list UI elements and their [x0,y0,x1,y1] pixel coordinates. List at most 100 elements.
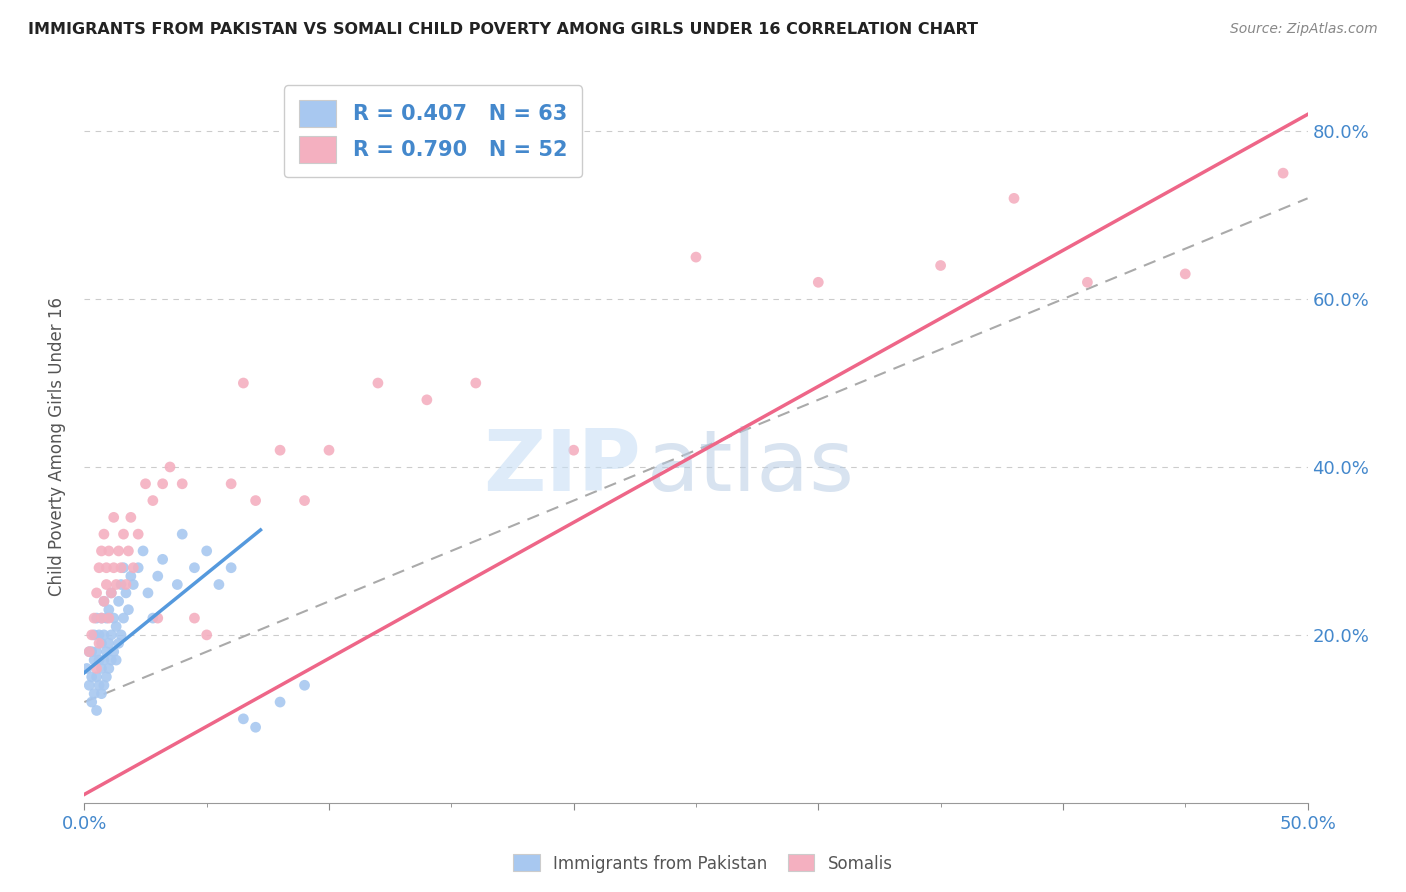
Point [1174,267,1197,281]
Point [105,619,128,633]
Point [269,443,291,458]
Point [103,611,125,625]
Point [219,560,242,574]
Point [77,645,100,659]
Point [142,611,165,625]
Point [103,510,125,524]
Point [90,544,112,558]
Point [232,376,254,390]
Point [100,653,122,667]
Point [110,560,132,574]
Point [97,611,120,625]
Point [183,611,205,625]
Point [86,670,108,684]
Point [127,527,149,541]
Point [97,661,120,675]
Point [93,678,115,692]
Point [132,544,155,558]
Text: Source: ZipAtlas.com: Source: ZipAtlas.com [1230,22,1378,37]
Point [97,603,120,617]
Point [77,645,100,659]
Point [87,636,110,650]
Point [96,645,118,659]
Point [87,653,110,667]
Point [105,653,128,667]
Point [245,720,267,734]
Point [90,661,112,675]
Point [83,653,105,667]
Point [83,628,105,642]
Point [122,577,145,591]
Point [90,687,112,701]
Point [80,645,103,659]
Point [208,577,231,591]
Point [83,611,105,625]
Point [318,443,340,458]
Point [294,678,316,692]
Text: atlas: atlas [647,425,855,509]
Point [152,552,174,566]
Point [93,628,115,642]
Point [367,376,389,390]
Y-axis label: Child Poverty Among Girls Under 16: Child Poverty Among Girls Under 16 [48,296,66,596]
Point [416,392,439,407]
Legend: R = 0.407   N = 63, R = 0.790   N = 52: R = 0.407 N = 63, R = 0.790 N = 52 [284,86,582,178]
Point [87,628,110,642]
Point [103,560,125,574]
Point [97,636,120,650]
Point [219,476,242,491]
Point [152,476,174,491]
Point [77,678,100,692]
Point [93,653,115,667]
Point [103,645,125,659]
Point [183,560,205,574]
Point [96,560,118,574]
Point [86,611,108,625]
Point [1272,166,1295,180]
Point [80,628,103,642]
Point [87,678,110,692]
Point [83,687,105,701]
Point [97,544,120,558]
Point [117,544,139,558]
Point [136,586,159,600]
Point [146,569,169,583]
Point [100,628,122,642]
Point [80,695,103,709]
Point [93,594,115,608]
Point [195,628,218,642]
Point [142,493,165,508]
Point [117,603,139,617]
Point [93,527,115,541]
Point [172,527,194,541]
Point [1002,191,1025,205]
Point [1076,275,1098,289]
Point [93,594,115,608]
Point [96,670,118,684]
Point [96,611,118,625]
Point [245,493,267,508]
Point [135,476,157,491]
Point [232,712,254,726]
Point [107,636,129,650]
Point [929,259,952,273]
Point [86,703,108,717]
Point [80,670,103,684]
Point [122,560,145,574]
Point [100,586,122,600]
Point [112,611,135,625]
Point [110,628,132,642]
Point [90,636,112,650]
Point [86,645,108,659]
Point [807,275,830,289]
Point [464,376,486,390]
Point [90,611,112,625]
Point [195,544,218,558]
Point [127,560,149,574]
Point [112,527,135,541]
Text: ZIP: ZIP [484,425,641,509]
Point [86,586,108,600]
Point [107,594,129,608]
Point [562,443,585,458]
Point [269,695,291,709]
